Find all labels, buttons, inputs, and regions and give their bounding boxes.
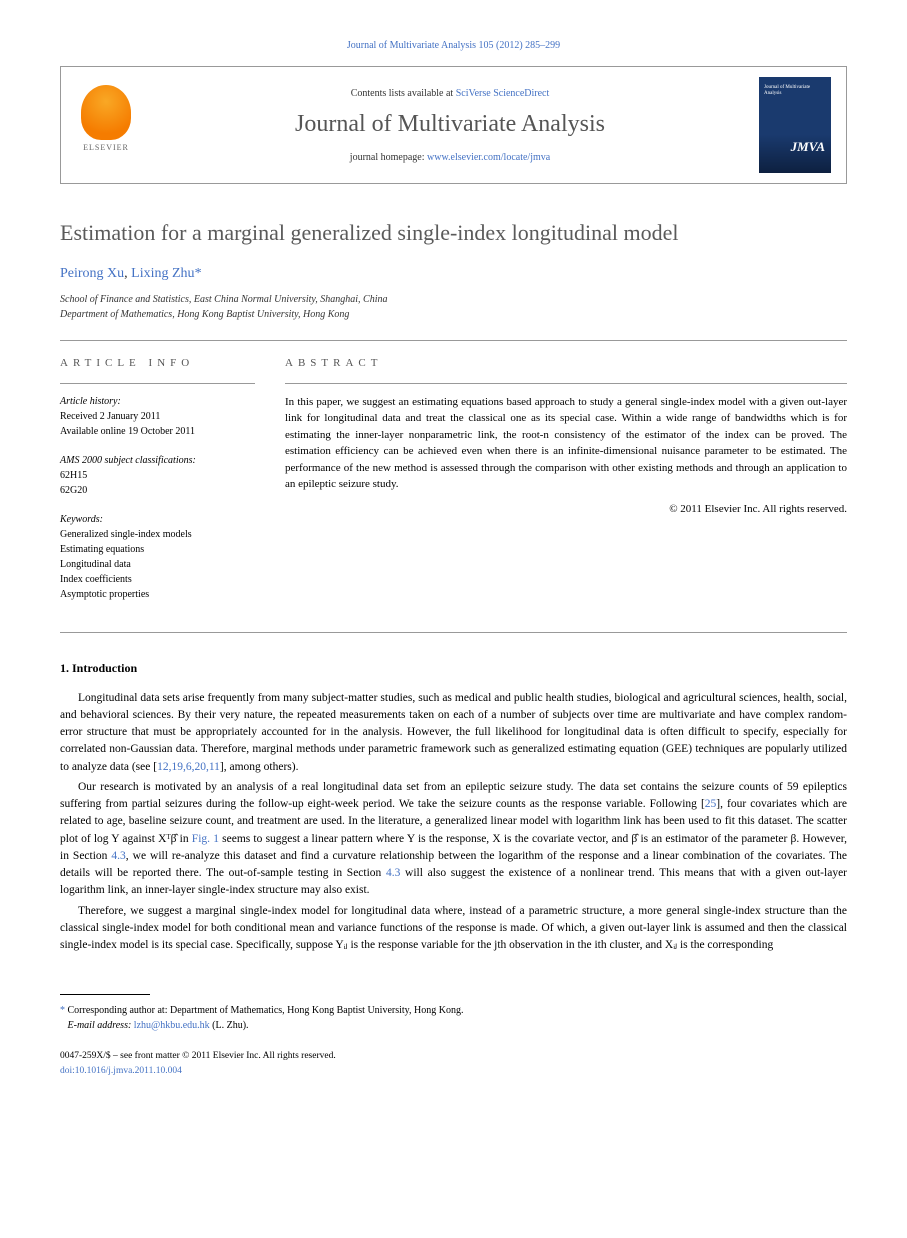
abstract-copyright: © 2011 Elsevier Inc. All rights reserved… xyxy=(285,503,847,515)
header-center: Contents lists available at SciVerse Sci… xyxy=(156,88,744,163)
keyword-4: Index coefficients xyxy=(60,572,255,587)
keyword-5: Asymptotic properties xyxy=(60,587,255,602)
history-label: Article history: xyxy=(60,394,255,409)
footnote-star: * xyxy=(60,1005,65,1016)
author-2-link[interactable]: Lixing Zhu xyxy=(131,266,194,281)
p1-text-b: ], among others). xyxy=(220,761,299,773)
article-info-heading: ARTICLE INFO xyxy=(60,357,255,369)
p2-sec-link[interactable]: 4.3 xyxy=(111,850,125,862)
elsevier-label: ELSEVIER xyxy=(83,143,129,152)
keyword-1: Generalized single-index models xyxy=(60,527,255,542)
sciencedirect-link[interactable]: SciVerse ScienceDirect xyxy=(456,88,550,99)
footnote-divider xyxy=(60,994,150,995)
homepage-link[interactable]: www.elsevier.com/locate/jmva xyxy=(427,152,550,163)
journal-name: Journal of Multivariate Analysis xyxy=(156,111,744,138)
elsevier-logo[interactable]: ELSEVIER xyxy=(76,85,136,165)
corresponding-star: * xyxy=(195,266,202,281)
info-divider-1 xyxy=(60,383,255,384)
intro-para-2: Our research is motivated by an analysis… xyxy=(60,779,847,900)
cover-title: Journal of Multivariate Analysis xyxy=(764,85,826,97)
intro-para-3: Therefore, we suggest a marginal single-… xyxy=(60,903,847,955)
p2-fig-link[interactable]: Fig. 1 xyxy=(192,833,219,845)
email-suffix: (L. Zhu). xyxy=(210,1020,249,1031)
authors-line: Peirong Xu, Lixing Zhu* xyxy=(60,266,847,282)
homepage-line: journal homepage: www.elsevier.com/locat… xyxy=(156,152,744,163)
email-label: E-mail address: xyxy=(68,1020,134,1031)
article-info-column: ARTICLE INFO Article history: Received 2… xyxy=(60,357,255,616)
contents-prefix: Contents lists available at xyxy=(351,88,456,99)
section-1-heading: 1. Introduction xyxy=(60,661,847,676)
author-1-link[interactable]: Peirong Xu xyxy=(60,266,124,281)
p1-refs-link[interactable]: 12,19,6,20,11 xyxy=(157,761,220,773)
doi-link[interactable]: 10.1016/j.jmva.2011.10.004 xyxy=(75,1066,182,1076)
corresponding-footnote: * Corresponding author at: Department of… xyxy=(60,1003,847,1033)
doi-line: doi:10.1016/j.jmva.2011.10.004 xyxy=(60,1064,847,1078)
abstract-heading: ABSTRACT xyxy=(285,357,847,369)
doi-label[interactable]: doi: xyxy=(60,1066,75,1076)
ams-block: AMS 2000 subject classifications: 62H15 … xyxy=(60,453,255,498)
ams-label: AMS 2000 subject classifications: xyxy=(60,453,255,468)
received-date: Received 2 January 2011 xyxy=(60,409,255,424)
top-citation: Journal of Multivariate Analysis 105 (20… xyxy=(60,40,847,51)
cover-jmva-text: JMVA xyxy=(791,139,825,155)
contents-lists-line: Contents lists available at SciVerse Sci… xyxy=(156,88,744,99)
affiliation-1: School of Finance and Statistics, East C… xyxy=(60,292,847,307)
keyword-3: Longitudinal data xyxy=(60,557,255,572)
affiliation-2: Department of Mathematics, Hong Kong Bap… xyxy=(60,307,847,322)
footer-block: 0047-259X/$ – see front matter © 2011 El… xyxy=(60,1049,847,1078)
affiliations: School of Finance and Statistics, East C… xyxy=(60,292,847,322)
keywords-label: Keywords: xyxy=(60,512,255,527)
keywords-block: Keywords: Generalized single-index model… xyxy=(60,512,255,602)
ams-code-1: 62H15 xyxy=(60,468,255,483)
abstract-column: ABSTRACT In this paper, we suggest an es… xyxy=(285,357,847,616)
email-link[interactable]: lzhu@hkbu.edu.hk xyxy=(134,1020,210,1031)
divider-bottom xyxy=(60,632,847,633)
journal-header: ELSEVIER Contents lists available at Sci… xyxy=(60,66,847,184)
footnote-corr-text: Corresponding author at: Department of M… xyxy=(68,1005,464,1016)
info-abstract-row: ARTICLE INFO Article history: Received 2… xyxy=(60,341,847,632)
intro-para-1: Longitudinal data sets arise frequently … xyxy=(60,690,847,776)
homepage-prefix: journal homepage: xyxy=(350,152,427,163)
ams-code-2: 62G20 xyxy=(60,483,255,498)
article-title: Estimation for a marginal generalized si… xyxy=(60,219,847,248)
elsevier-tree-icon xyxy=(81,85,131,140)
issn-line: 0047-259X/$ – see front matter © 2011 El… xyxy=(60,1049,847,1063)
journal-cover-thumbnail[interactable]: Journal of Multivariate Analysis JMVA xyxy=(759,77,831,173)
abstract-text: In this paper, we suggest an estimating … xyxy=(285,394,847,493)
abstract-divider xyxy=(285,383,847,384)
p2-sec2-link[interactable]: 4.3 xyxy=(386,867,400,879)
article-history-block: Article history: Received 2 January 2011… xyxy=(60,394,255,439)
p2-ref-link[interactable]: 25 xyxy=(705,798,717,810)
available-online-date: Available online 19 October 2011 xyxy=(60,424,255,439)
keyword-2: Estimating equations xyxy=(60,542,255,557)
page-container: Journal of Multivariate Analysis 105 (20… xyxy=(0,0,907,1108)
